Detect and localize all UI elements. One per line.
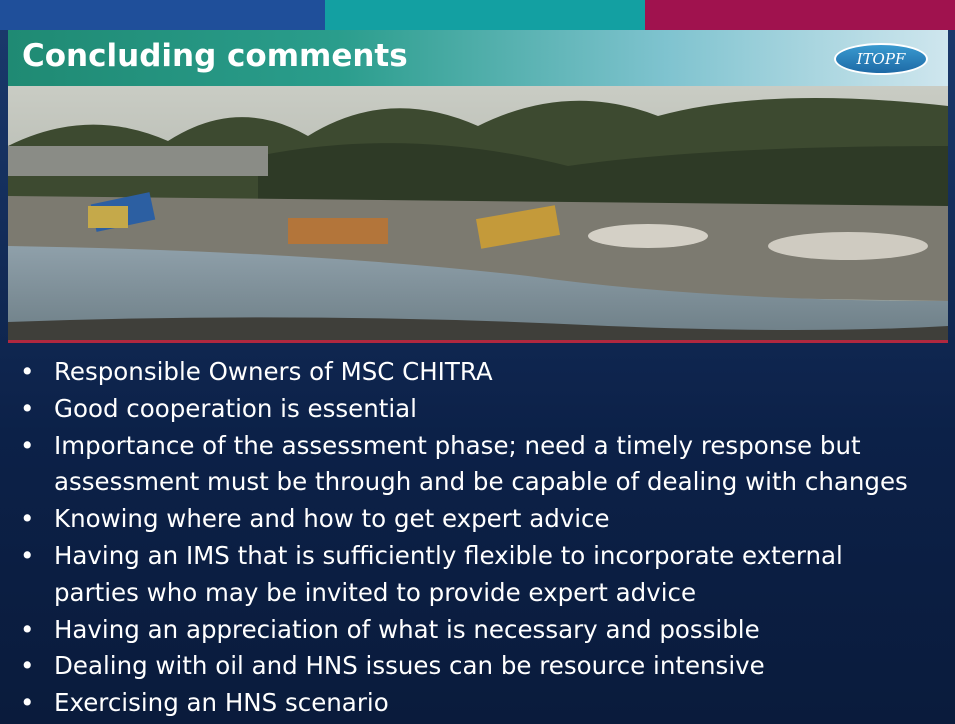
bullet: Importance of the assessment phase; need… xyxy=(18,428,908,502)
bullet-text: Having an appreciation of what is necess… xyxy=(54,612,908,649)
bullet: Having an appreciation of what is necess… xyxy=(18,612,908,649)
bullet-text: assessment must be through and be capabl… xyxy=(54,464,908,501)
top-strip xyxy=(645,0,955,30)
title-band: Concluding comments ITOPF xyxy=(8,30,948,86)
bullet: Responsible Owners of MSC CHITRA xyxy=(18,354,908,391)
bullet-text: Exercising an HNS scenario xyxy=(54,685,908,722)
bullet: Knowing where and how to get expert advi… xyxy=(18,501,908,538)
bullet: Having an IMS that is sufficiently flexi… xyxy=(18,538,908,612)
photo xyxy=(8,86,948,340)
bullet-text: Having an IMS that is sufficiently flexi… xyxy=(54,538,908,575)
top-strip xyxy=(325,0,645,30)
bullet-list: Responsible Owners of MSC CHITRAGood coo… xyxy=(18,354,908,722)
bullet-text: Good cooperation is essential xyxy=(54,391,908,428)
bullet: Good cooperation is essential xyxy=(18,391,908,428)
bullet-text: parties who may be invited to provide ex… xyxy=(54,575,908,612)
bullet-text: Importance of the assessment phase; need… xyxy=(54,428,908,465)
logo: ITOPF xyxy=(834,43,928,75)
bullet-text: Responsible Owners of MSC CHITRA xyxy=(54,354,908,391)
bullet-text: Dealing with oil and HNS issues can be r… xyxy=(54,648,908,685)
bullet-text: Knowing where and how to get expert advi… xyxy=(54,501,908,538)
top-strip xyxy=(0,0,325,30)
bullet: Dealing with oil and HNS issues can be r… xyxy=(18,648,908,685)
bullet: Exercising an HNS scenario xyxy=(18,685,908,722)
slide: Concluding comments ITOPF Responsible Ow… xyxy=(0,0,955,724)
slide-title: Concluding comments xyxy=(22,38,408,74)
divider xyxy=(8,340,948,343)
